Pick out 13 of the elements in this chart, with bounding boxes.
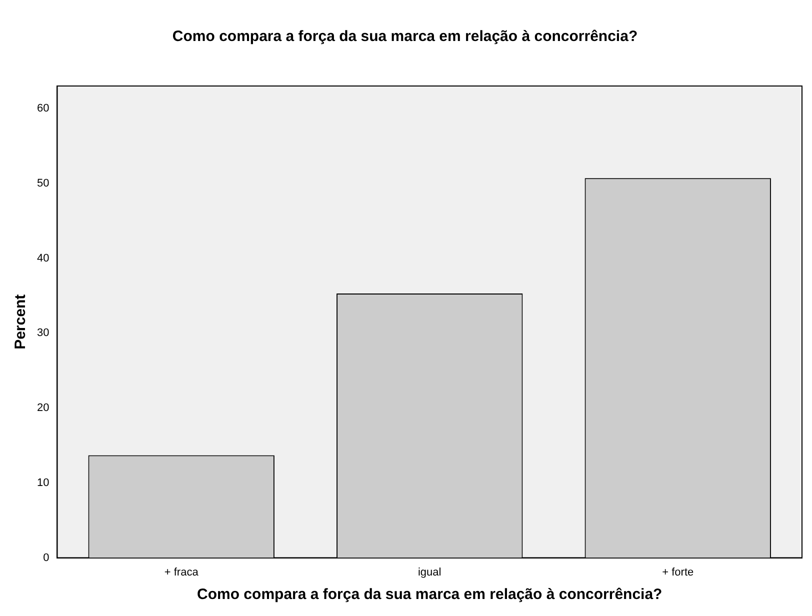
- y-tick-label: 0: [43, 552, 50, 564]
- y-tick-label: 60: [36, 102, 50, 114]
- y-tick-label: 10: [36, 476, 50, 489]
- y-tick-label: 30: [36, 327, 50, 340]
- y-tick-label: 40: [36, 252, 50, 264]
- chart-title: Como compara a força da sua marca em relação à concorrência?: [172, 28, 638, 46]
- y-tick-label: 20: [36, 402, 50, 414]
- y-axis-title: Percent: [12, 294, 30, 350]
- x-tick-label: + forte: [662, 566, 694, 578]
- x-axis-title: Como compara a força da sua marca em relação à concorrência?: [197, 586, 662, 604]
- y-tick-label: 50: [36, 177, 50, 190]
- x-tick-label: + fraca: [164, 566, 200, 578]
- x-tick-label: igual: [418, 566, 442, 578]
